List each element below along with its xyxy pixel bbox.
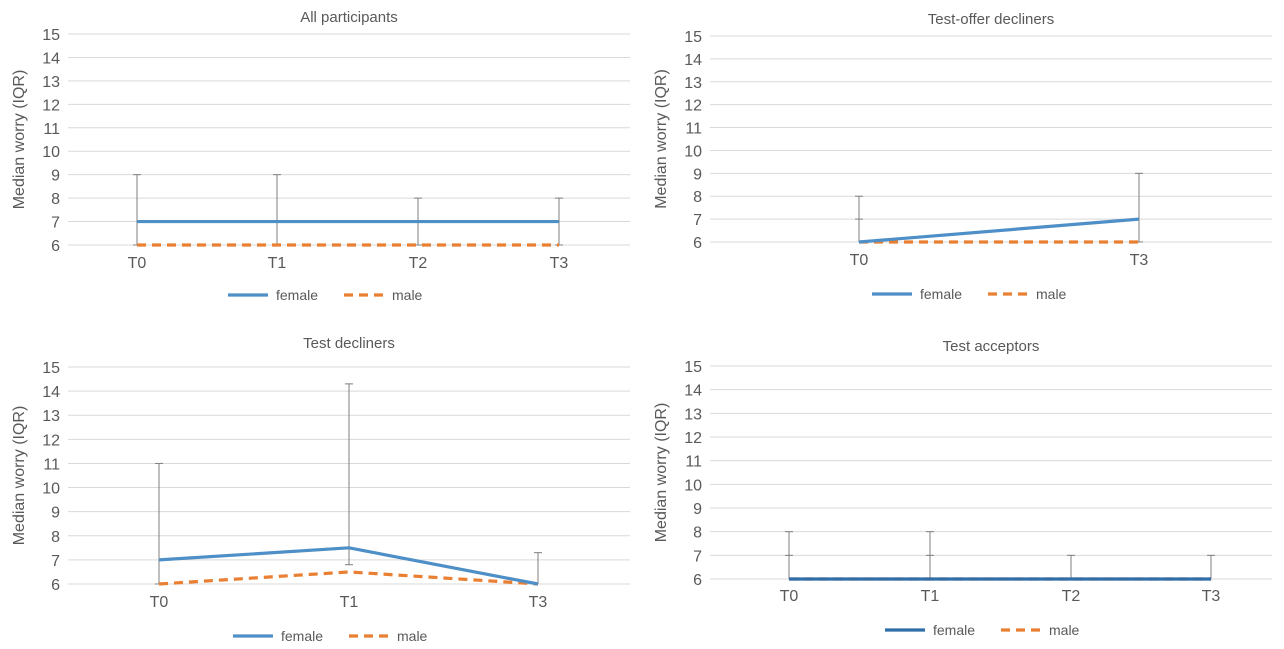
y-tick-label: 13 [42,74,60,91]
y-tick-label: 10 [42,144,60,161]
x-tick-label: T0 [128,255,147,272]
chart-title: All participants [300,9,398,26]
y-tick-label: 11 [685,454,702,471]
y-tick-label: 7 [51,553,60,570]
series-line-male [158,570,539,586]
y-tick-label: 8 [693,189,702,206]
chart-test-decliners: Test decliners Median worry (IQR) 6 7 8 9 10 11… [11,335,630,644]
legend-label: male [397,628,428,644]
y-tick-label: 14 [684,383,702,400]
y-tick-label: 12 [42,97,60,114]
legend-label: female [933,622,975,638]
y-axis-label: Median worry (IQR) [653,69,670,209]
x-tick-label: T1 [268,255,287,272]
y-tick-label: 12 [42,432,60,449]
x-tick-label: T0 [150,594,169,611]
y-tick-label: 15 [684,29,702,46]
x-tick-label: T0 [780,588,799,605]
y-tick-label: 9 [51,505,60,522]
y-tick-label: 6 [693,235,702,252]
y-tick-label: 12 [684,98,702,115]
y-tick-label: 15 [42,27,60,44]
legend-label: male [1049,622,1080,638]
x-tick-label: T1 [921,588,940,605]
y-tick-label: 11 [685,121,702,138]
y-tick-label: 10 [42,481,60,498]
chart-test-acceptors: Test acceptors Median worry (IQR) 6 7 8 9 10 11… [653,338,1272,638]
y-tick-label: 11 [43,121,60,138]
x-tick-label: T3 [1202,588,1221,605]
x-tick-label: T3 [529,594,548,611]
y-tick-label: 14 [684,52,702,69]
y-tick-label: 9 [693,501,702,518]
y-tick-label: 6 [51,238,60,255]
legend-label: female [281,628,323,644]
y-tick-label: 11 [43,456,60,473]
y-tick-label: 10 [684,143,702,160]
y-tick-label: 6 [693,572,702,589]
y-tick-label: 8 [51,529,60,546]
y-tick-label: 13 [684,406,702,423]
x-tick-label: T1 [340,594,359,611]
x-tick-label: T0 [850,252,869,269]
x-tick-label: T2 [1062,588,1081,605]
legend-label: female [276,287,318,303]
y-tick-label: 9 [693,166,702,183]
y-tick-label: 9 [51,168,60,185]
y-tick-label: 13 [684,75,702,92]
chart-title: Test-offer decliners [928,11,1054,28]
y-tick-label: 7 [693,548,702,565]
y-tick-label: 15 [684,359,702,376]
legend-label: male [392,287,423,303]
y-tick-label: 8 [51,191,60,208]
x-tick-label: T3 [1130,252,1149,269]
series-line-female [858,217,1140,244]
y-tick-label: 8 [693,525,702,542]
y-axis-label: Median worry (IQR) [11,70,28,210]
y-tick-label: 15 [42,360,60,377]
x-tick-label: T2 [409,255,428,272]
chart-title: Test acceptors [943,338,1040,355]
chart-test-offer-decliners: Test-offer decliners Median worry (IQR) 6 7… [653,11,1272,302]
y-tick-label: 12 [684,430,702,447]
series-line-female [158,546,539,586]
y-axis-label: Median worry (IQR) [653,403,670,543]
y-tick-label: 7 [693,212,702,229]
y-tick-label: 14 [42,384,60,401]
x-tick-label: T3 [550,255,569,272]
y-tick-label: 7 [51,215,60,232]
chart-all-participants: All participants Median worry (IQR) 6 7 8 9 10… [11,9,630,303]
y-tick-label: 13 [42,408,60,425]
y-tick-label: 6 [51,577,60,594]
y-axis-label: Median worry (IQR) [11,406,28,546]
legend-label: male [1036,286,1067,302]
y-tick-label: 10 [684,477,702,494]
y-tick-label: 14 [42,50,60,67]
chart-title: Test decliners [303,335,395,352]
legend-label: female [920,286,962,302]
